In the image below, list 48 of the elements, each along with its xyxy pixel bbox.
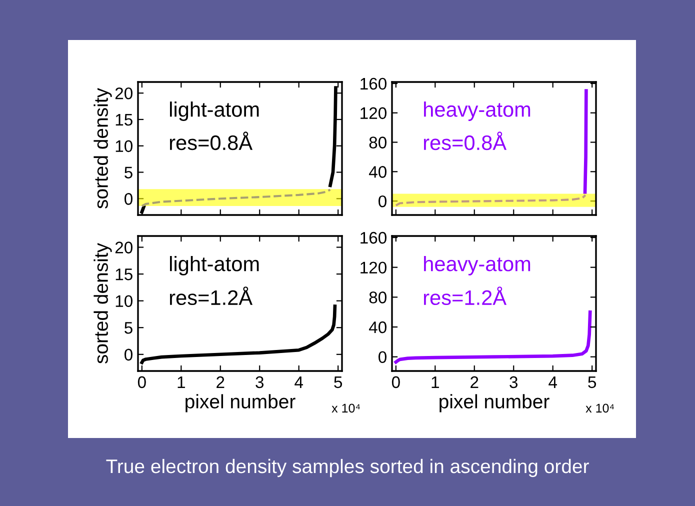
- x-axis-title: pixel number: [186, 394, 296, 412]
- y-tick-label: 80: [369, 136, 386, 148]
- y-tick-label: 0: [124, 348, 132, 361]
- y-tick-label: 160: [360, 232, 386, 244]
- x-tick-label: 1: [432, 376, 439, 388]
- line-series: [394, 310, 592, 364]
- y-tick-label: 20: [115, 87, 132, 100]
- y-tick-label: 5: [124, 322, 132, 334]
- x-tick-label: 3: [256, 376, 264, 388]
- annotation: res=0.8Å: [170, 132, 253, 150]
- y-tick-label: 20: [115, 242, 132, 254]
- y-tick-label: 10: [116, 295, 132, 308]
- y-tick-label: 40: [368, 166, 386, 178]
- y-axis-title: sorted density: [94, 243, 112, 364]
- annotation: light-atom: [170, 256, 259, 276]
- annotation: heavy-atom: [424, 256, 530, 276]
- y-tick-label: 0: [124, 193, 132, 205]
- annotation: res=1.2Å: [170, 286, 253, 306]
- x-tick-label: 4: [294, 376, 303, 388]
- y-tick-label: 40: [368, 321, 386, 334]
- text: x 10⁴: [332, 404, 360, 413]
- annotation: light-atom: [170, 102, 259, 121]
- x-tick-label: 0: [138, 376, 146, 388]
- annotation: res=0.8Å: [424, 132, 507, 150]
- y-tick-label: 120: [360, 262, 386, 274]
- y-tick-label: 80: [369, 292, 386, 304]
- x-tick-label: 2: [470, 376, 478, 388]
- y-tick-label: 160: [360, 78, 386, 90]
- annotation: heavy-atom: [424, 102, 530, 121]
- y-tick-label: 0: [378, 195, 386, 208]
- x-axis-title: pixel number: [440, 394, 550, 412]
- y-tick-label: 10: [116, 140, 132, 152]
- x-tick-label: 0: [392, 376, 400, 388]
- x-tick-label: 4: [548, 376, 557, 388]
- annotation: res=1.2Å: [424, 286, 507, 306]
- y-axis-title: sorted density: [94, 88, 112, 208]
- text: x 10⁴: [586, 404, 614, 413]
- x-tick-label: 3: [510, 376, 518, 388]
- x-tick-label: 5: [334, 376, 342, 388]
- x-tick-label: 1: [178, 376, 185, 388]
- text: True electron density samples sorted in ascending order: [106, 458, 589, 478]
- y-tick-label: 0: [378, 351, 386, 364]
- y-tick-label: 15: [116, 268, 132, 280]
- y-tick-label: 15: [116, 114, 132, 126]
- x-tick-label: 5: [588, 376, 596, 388]
- y-tick-label: 5: [124, 166, 132, 178]
- x-tick-label: 2: [216, 376, 224, 388]
- y-tick-label: 120: [360, 107, 386, 120]
